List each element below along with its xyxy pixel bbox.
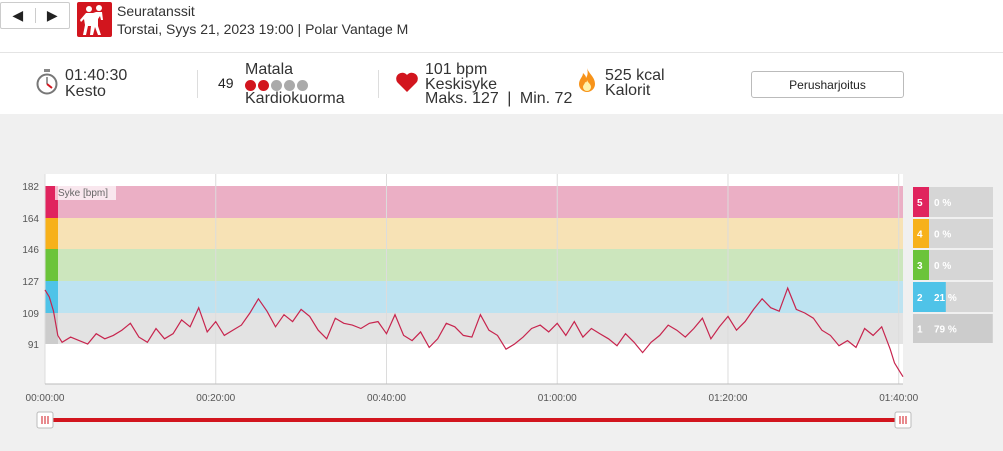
x-tick-label: 00:40:00 <box>367 393 406 404</box>
legend-zone-5-number: 5 <box>917 198 923 209</box>
y-tick-label: 164 <box>22 214 39 225</box>
zone-5-marker <box>45 186 58 218</box>
legend-zone-5-percent: 0 % <box>934 198 951 209</box>
heart-rate-value: 101 bpm <box>425 61 488 78</box>
divider <box>197 70 198 98</box>
zone-2-band <box>58 281 903 313</box>
zone-4-marker <box>45 218 58 249</box>
summary-bar: 01:40:30 Kesto 49 Matala Kardiokuorma 10… <box>0 52 1003 114</box>
cardio-load-value: 49 <box>218 75 234 91</box>
duration-value: 01:40:30 <box>65 67 128 84</box>
y-tick-label: 146 <box>22 245 39 256</box>
zone-3-band <box>58 249 903 281</box>
heart-rate-label: Keskisyke <box>425 76 498 93</box>
next-button[interactable]: ▶ <box>46 7 58 23</box>
chart-title: Syke [bpm] <box>58 188 108 199</box>
cardio-load-label: Kardiokuorma <box>245 90 345 107</box>
heart-rate-max: Maks. 127 <box>425 90 499 107</box>
y-tick-label: 182 <box>22 182 39 193</box>
duration-label: Kesto <box>65 83 106 100</box>
divider <box>34 8 36 23</box>
x-tick-label: 00:00:00 <box>26 393 65 404</box>
divider <box>378 70 379 98</box>
x-tick-label: 00:20:00 <box>196 393 235 404</box>
sport-title: Seuratanssit <box>117 3 195 19</box>
zone-4-band <box>58 218 903 249</box>
y-tick-label: 109 <box>22 309 39 320</box>
zone-3-marker <box>45 249 58 281</box>
calories-label: Kalorit <box>605 82 651 99</box>
load-dot-empty <box>284 80 295 92</box>
legend-zone-5-bar <box>913 187 929 217</box>
heart-rate-separator: | <box>507 90 512 107</box>
gridlines <box>44 174 900 384</box>
heart-rate-min: Min. 72 <box>519 90 573 107</box>
header-bar: ◀ ▶ Seuratanssit Torstai, Syys 21, 2023 … <box>0 0 1003 52</box>
dancing-icon <box>77 2 112 37</box>
zone-1-band <box>58 313 903 344</box>
legend-zone-3-number: 3 <box>917 261 923 272</box>
y-tick-label: 91 <box>28 340 40 351</box>
legend-zone-4-percent: 0 % <box>934 230 951 241</box>
legend-zone-1-number: 1 <box>917 325 923 336</box>
legend-zone-4-number: 4 <box>917 230 923 241</box>
legend-zone-1-bar <box>913 314 993 343</box>
legend-zone-1-percent: 79 % <box>934 325 957 336</box>
stopwatch-icon <box>35 69 59 100</box>
chart-label-bg <box>55 184 116 200</box>
training-type-button[interactable]: Perusharjoitus <box>751 71 904 98</box>
legend-zone-3-percent: 0 % <box>934 261 951 272</box>
zone-bands <box>45 186 903 344</box>
legend-zone-3-bar <box>913 250 929 280</box>
x-axis-ticks: 00:00:00 00:20:00 00:40:00 01:00:00 01:20:00… <box>26 393 919 404</box>
navigation-buttons: ◀ ▶ <box>0 2 70 29</box>
x-tick-label: 01:20:00 <box>709 393 748 404</box>
legend-zone-2-number: 2 <box>917 293 923 304</box>
range-handle-start[interactable] <box>36 411 54 429</box>
range-handle-end[interactable] <box>894 411 912 429</box>
legend-zone-2-bar <box>913 282 946 312</box>
load-dot-filled <box>258 80 269 92</box>
heart-rate-range: Maks. 127 | Min. 72 <box>425 90 572 108</box>
legend-zone-4-bar <box>913 219 929 248</box>
zone-5-band <box>58 186 903 218</box>
x-tick-label: 01:00:00 <box>538 393 577 404</box>
heart-icon <box>395 71 419 98</box>
previous-button[interactable]: ◀ <box>12 7 24 23</box>
load-dot-empty <box>271 80 282 92</box>
load-dot-filled <box>245 80 256 92</box>
x-tick-label: 01:40:00 <box>879 393 918 404</box>
session-subtitle: Torstai, Syys 21, 2023 19:00 | Polar Van… <box>117 21 409 37</box>
zone-legend: 5 0 % 4 0 % 3 0 % 2 21 % 1 79 % <box>913 187 993 343</box>
y-axis-ticks: 182 164 146 127 109 91 <box>22 182 39 351</box>
cardio-load-dots <box>245 77 310 92</box>
legend-zone-2-percent: 21 % <box>934 293 957 304</box>
zone-2-marker <box>45 281 58 313</box>
calories-value: 525 kcal <box>605 67 665 84</box>
flame-icon <box>577 67 597 100</box>
heart-rate-line <box>44 286 904 378</box>
load-dot-empty <box>297 80 308 92</box>
y-tick-label: 127 <box>22 277 39 288</box>
cardio-load-level: Matala <box>245 61 294 78</box>
